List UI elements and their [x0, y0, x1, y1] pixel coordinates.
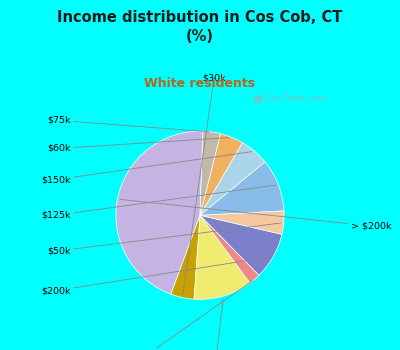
Wedge shape [171, 215, 200, 299]
Text: $75k: $75k [47, 116, 209, 132]
Wedge shape [200, 215, 259, 283]
Wedge shape [200, 143, 265, 215]
Wedge shape [200, 131, 220, 215]
Text: > $200k: > $200k [120, 199, 392, 231]
Text: ●: ● [252, 94, 262, 104]
Wedge shape [194, 215, 250, 299]
Wedge shape [200, 211, 284, 234]
Wedge shape [200, 162, 284, 215]
Wedge shape [200, 215, 282, 275]
Text: Income distribution in Cos Cob, CT
(%): Income distribution in Cos Cob, CT (%) [57, 10, 343, 44]
Text: $20k: $20k [134, 281, 252, 350]
Wedge shape [116, 131, 203, 294]
Text: $200k: $200k [41, 257, 270, 295]
Text: $30k: $30k [183, 74, 226, 295]
Text: $50k: $50k [47, 223, 281, 255]
Text: White residents: White residents [144, 77, 256, 90]
Text: $60k: $60k [47, 138, 229, 153]
Text: City-Data.com: City-Data.com [263, 94, 327, 103]
Text: $125k: $125k [41, 185, 276, 220]
Text: $150k: $150k [41, 152, 252, 184]
Wedge shape [200, 134, 242, 215]
Text: $100k: $100k [202, 299, 231, 350]
